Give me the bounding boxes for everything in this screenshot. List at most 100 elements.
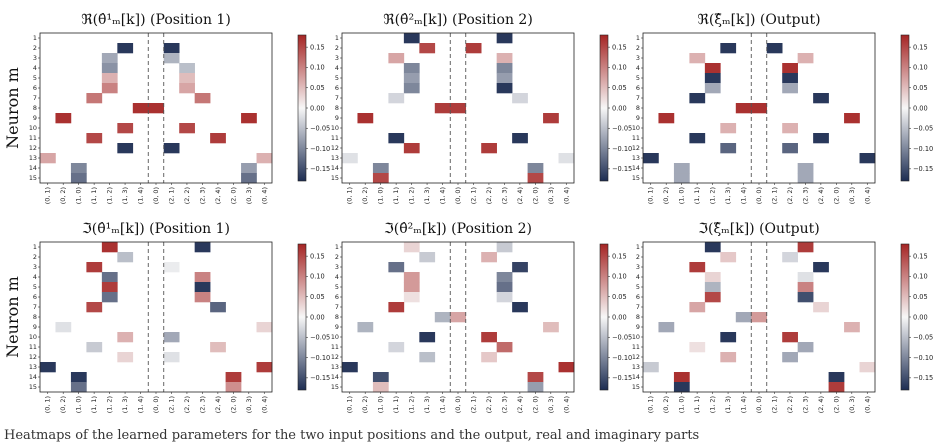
y-tick-label: 10 [331,124,339,132]
heatmap-cell [496,342,513,353]
colorbar-tick-label: 0.05 [310,84,325,92]
y-tick-label: 7 [636,94,640,102]
heatmap-cell [496,73,513,84]
heatmap-cell [704,272,721,283]
colorbar-tick-label: −0.10 [612,354,632,362]
y-tick-label: 13 [29,363,37,371]
y-tick-label: 5 [335,283,339,291]
heatmap-cell [797,242,814,253]
y-tick-label: 8 [33,104,37,112]
y-tick-label: 5 [33,74,37,82]
x-tick-label: (0, 2) [662,187,670,204]
heatmap-cell [357,322,374,333]
y-tick-label: 4 [636,273,640,281]
colorbar-tick-label: −0.10 [310,145,330,153]
heatmap-cell [388,262,405,273]
heatmap-cell [527,163,544,174]
heatmap-cell [86,133,103,144]
x-tick-label: (2, 1) [770,187,778,204]
colorbar-tick-label: −0.15 [310,165,330,173]
x-tick-label: (1, 0) [377,187,385,204]
x-tick-label: (0, 1) [44,187,52,204]
x-tick-label: (1, 1) [90,396,98,413]
heatmap-panel-2: ℜ(θ̂²ₘ[k]) (Position 2)12345678910111213… [331,12,632,204]
heatmap-cell [403,292,420,303]
x-tick-label: (0, 4) [260,396,268,413]
heatmap-cell [720,332,737,343]
colorbar-tick-label: −0.10 [310,354,330,362]
heatmap-cell [527,372,544,383]
heatmap-cell [86,93,103,104]
x-tick-label: (1, 2) [106,396,114,413]
heatmap-cell [163,53,180,64]
colorbar-tick-label: −0.10 [913,145,933,153]
heatmap-cell [643,362,659,373]
x-tick-label: (2, 4) [817,187,825,204]
x-tick-label: (1, 3) [724,187,732,204]
y-tick-label: 14 [331,164,339,172]
y-tick-label: 4 [636,64,640,72]
x-tick-label: (1, 4) [439,396,447,413]
heatmap-cell [179,123,195,134]
heatmap-cell [225,382,242,393]
x-tick-label: (2, 3) [500,396,508,413]
heatmap-panel-1: ℜ(θ̂¹ₘ[k]) (Position 1)12345678910111213… [29,12,330,204]
heatmap-cell [357,113,374,124]
heatmap-cell [256,362,273,373]
y-tick-label: 6 [636,84,640,92]
heatmap-cell [859,362,876,373]
heatmap-cell [101,282,118,293]
heatmap-cell [86,302,103,313]
heatmap-cell [163,262,180,273]
heatmap-cell [828,382,845,393]
heatmap-cell [704,63,721,74]
heatmap-cell [689,342,706,353]
y-tick-label: 14 [632,373,640,381]
heatmap-cell [751,103,768,114]
heatmap-cell [782,143,798,154]
heatmap-cell [558,153,575,164]
heatmap-cell [388,302,405,313]
panel-title: ℜ(ξ̂ₘ[k]) (Output) [697,12,820,28]
y-tick-label: 6 [33,293,37,301]
heatmap-cell [704,73,721,84]
y-tick-label: 5 [335,74,339,82]
colorbar-tick-label: 0.15 [612,43,627,51]
y-tick-label: 4 [33,273,37,281]
x-tick-label: (0, 1) [346,187,354,204]
heatmap-cell [194,242,211,253]
heatmap-cell [434,103,451,114]
heatmap-cell [403,63,420,74]
heatmap-cell [673,372,690,383]
heatmap-cell [403,83,420,94]
x-tick-label: (1, 3) [121,187,129,204]
y-tick-label: 12 [331,144,339,152]
y-tick-label: 7 [335,303,339,311]
y-tick-label: 4 [335,273,339,281]
heatmap-cell [512,302,528,313]
x-tick-label: (2, 0) [229,187,237,204]
y-tick-label: 1 [636,34,640,42]
x-tick-label: (2, 3) [801,396,809,413]
y-tick-label: 7 [33,94,37,102]
heatmap-cell [117,123,134,134]
heatmap-cell [512,262,528,273]
heatmap-cell [372,173,389,184]
y-tick-label: 1 [33,243,37,251]
colorbar [900,243,910,391]
y-tick-label: 9 [335,114,339,122]
colorbar [599,34,609,182]
y-tick-label: 11 [331,134,339,142]
colorbar-tick-label: 0.10 [913,64,928,72]
y-tick-label: 5 [33,283,37,291]
heatmap-cell [797,342,814,353]
heatmap-cell [210,342,226,353]
x-tick-label: (2, 1) [469,187,477,204]
colorbar-tick-label: −0.10 [612,145,632,153]
x-tick-label: (0, 3) [245,396,253,413]
heatmap-cell [86,342,103,353]
x-tick-label: (0, 4) [863,187,871,204]
y-tick-label: 8 [636,104,640,112]
x-tick-label: (2, 2) [183,396,191,413]
x-tick-label: (2, 4) [214,187,222,204]
